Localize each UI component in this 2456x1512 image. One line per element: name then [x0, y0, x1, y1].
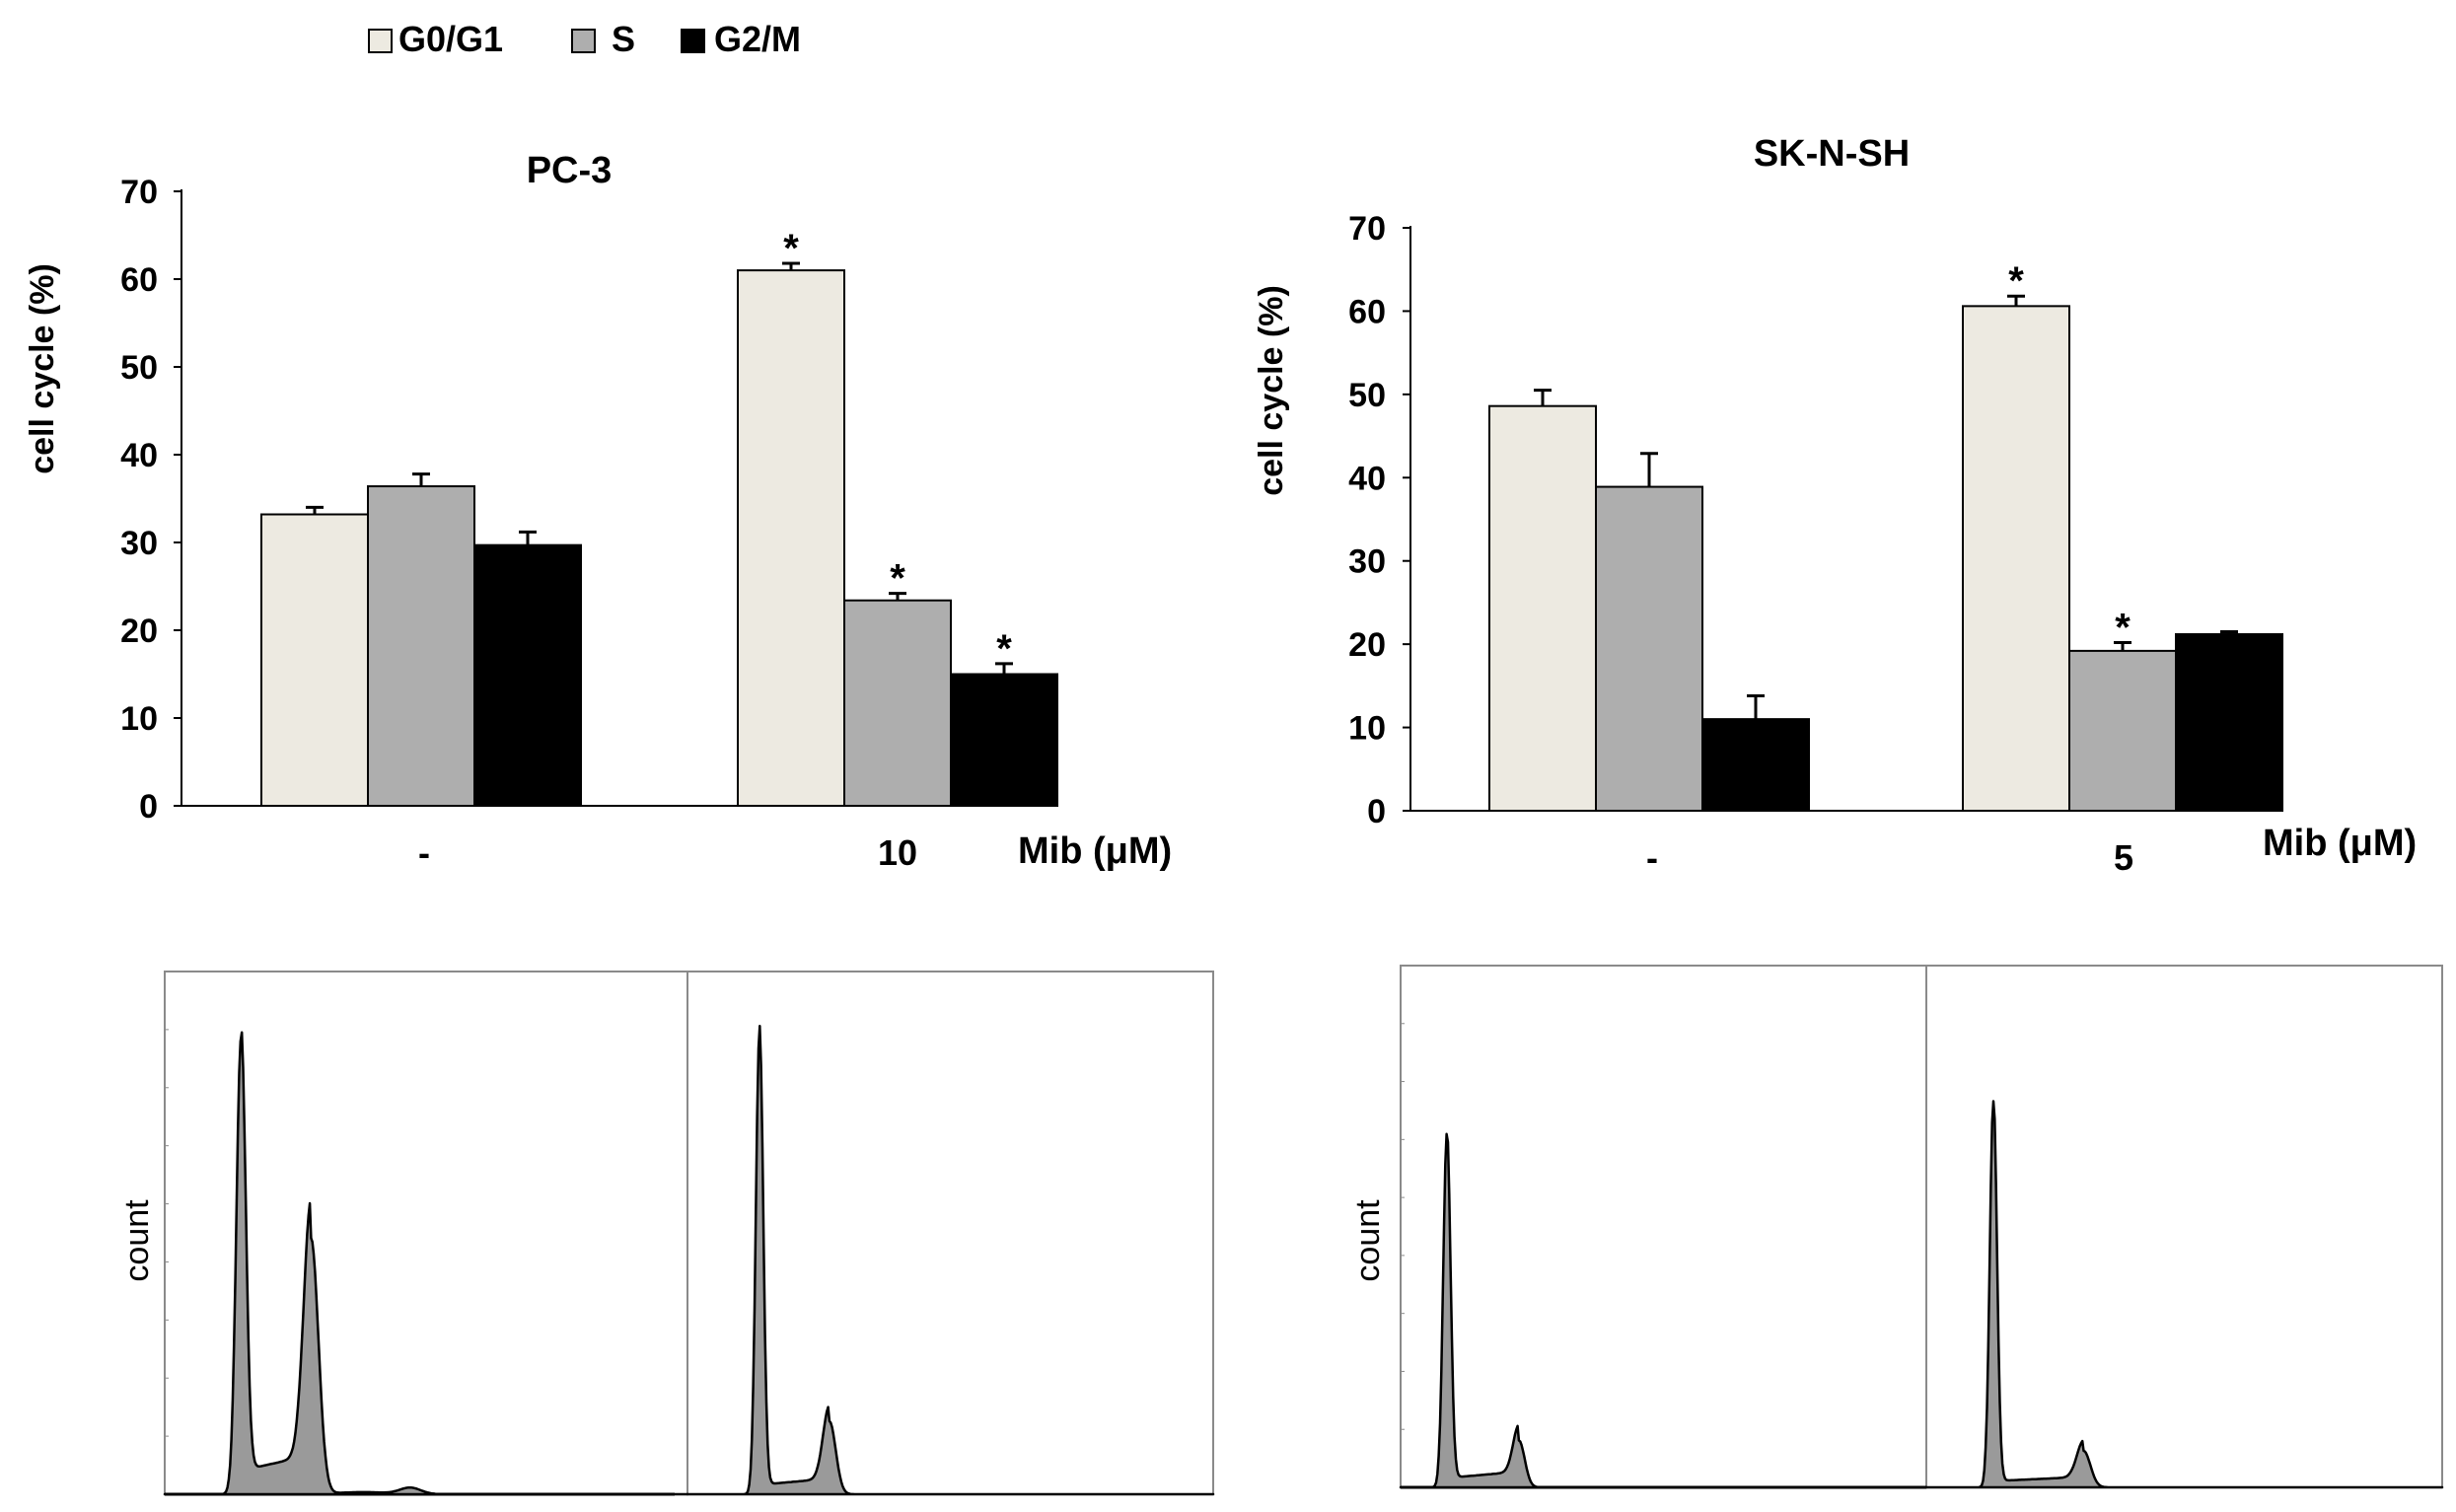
y-tick-label: 30	[120, 525, 158, 562]
bar	[843, 599, 952, 807]
y-tick-label: 60	[120, 261, 158, 299]
significance-star: *	[783, 227, 799, 270]
histogram-frame	[1400, 965, 2443, 1487]
legend-label-s: S	[612, 19, 635, 59]
histogram-curve	[1399, 1132, 1928, 1489]
y-tick-label: 50	[1348, 377, 1386, 414]
category-label-treated: 5	[2114, 837, 2133, 878]
legend: G0/G1 S G2/M	[368, 19, 801, 59]
y-tick-label: 20	[1348, 626, 1386, 664]
y-tick-label: 70	[120, 174, 158, 211]
y-tick-label: 20	[120, 612, 158, 650]
bar	[737, 269, 845, 808]
legend-label-g2m: G2/M	[714, 19, 801, 59]
bar	[367, 485, 475, 807]
y-tick-label: 30	[1348, 543, 1386, 581]
bar	[1488, 404, 1597, 812]
y-tick-label: 70	[1348, 210, 1386, 248]
legend-swatch-g0g1	[368, 29, 393, 53]
y-tick-label: 10	[120, 700, 158, 738]
chart-title: SK-N-SH	[1754, 133, 1910, 175]
bar	[2068, 649, 2177, 813]
bar	[473, 543, 582, 807]
y-tick-label: 60	[1348, 293, 1386, 330]
histogram-curve	[1924, 1100, 2444, 1489]
bar-chart-sknsh: SK-N-SH cell cycle (%) Mib (μM) - 5 0 10 2…	[1253, 133, 2417, 878]
y-tick-label: 0	[1367, 793, 1386, 830]
x-axis-label: Mib (μM)	[1018, 830, 1172, 872]
significance-star: *	[996, 627, 1012, 671]
y-axis-label: cell cycle (%)	[1253, 285, 1290, 496]
flow-histogram-pc3: count	[118, 971, 1215, 1496]
legend-label-g0g1: G0/G1	[398, 19, 503, 59]
category-label-control: -	[1646, 837, 1658, 878]
histogram-curve	[686, 1024, 1215, 1496]
bar	[950, 673, 1058, 807]
bar	[260, 513, 369, 808]
significance-star: *	[2115, 606, 2131, 649]
significance-star: *	[890, 557, 905, 601]
histogram-curve	[163, 1031, 689, 1496]
histogram-y-label: count	[118, 1199, 156, 1282]
y-axis-label: cell cycle (%)	[24, 263, 61, 474]
bar	[1701, 718, 1810, 813]
legend-swatch-g2m	[681, 29, 705, 53]
histogram-frame	[164, 971, 1214, 1494]
category-label-control: -	[418, 832, 430, 873]
flow-histogram-sknsh: count	[1349, 965, 2444, 1489]
bar-chart-pc3: PC-3 cell cycle (%) Mib (μM) - 10 0 10 20 3…	[24, 150, 1172, 873]
bar	[2175, 633, 2283, 812]
y-tick-label: 40	[1348, 460, 1386, 497]
bar	[1595, 485, 1703, 812]
x-axis-label: Mib (μM)	[2263, 823, 2417, 864]
y-tick-label: 10	[1348, 710, 1386, 748]
y-tick-label: 40	[120, 437, 158, 474]
legend-swatch-s	[571, 29, 596, 53]
bar	[1962, 305, 2070, 812]
significance-star: *	[2008, 259, 2024, 303]
y-tick-label: 0	[139, 788, 158, 826]
category-label-treated: 10	[878, 832, 917, 873]
histogram-y-label: count	[1349, 1199, 1387, 1282]
chart-title: PC-3	[527, 150, 613, 191]
y-tick-label: 50	[120, 349, 158, 387]
